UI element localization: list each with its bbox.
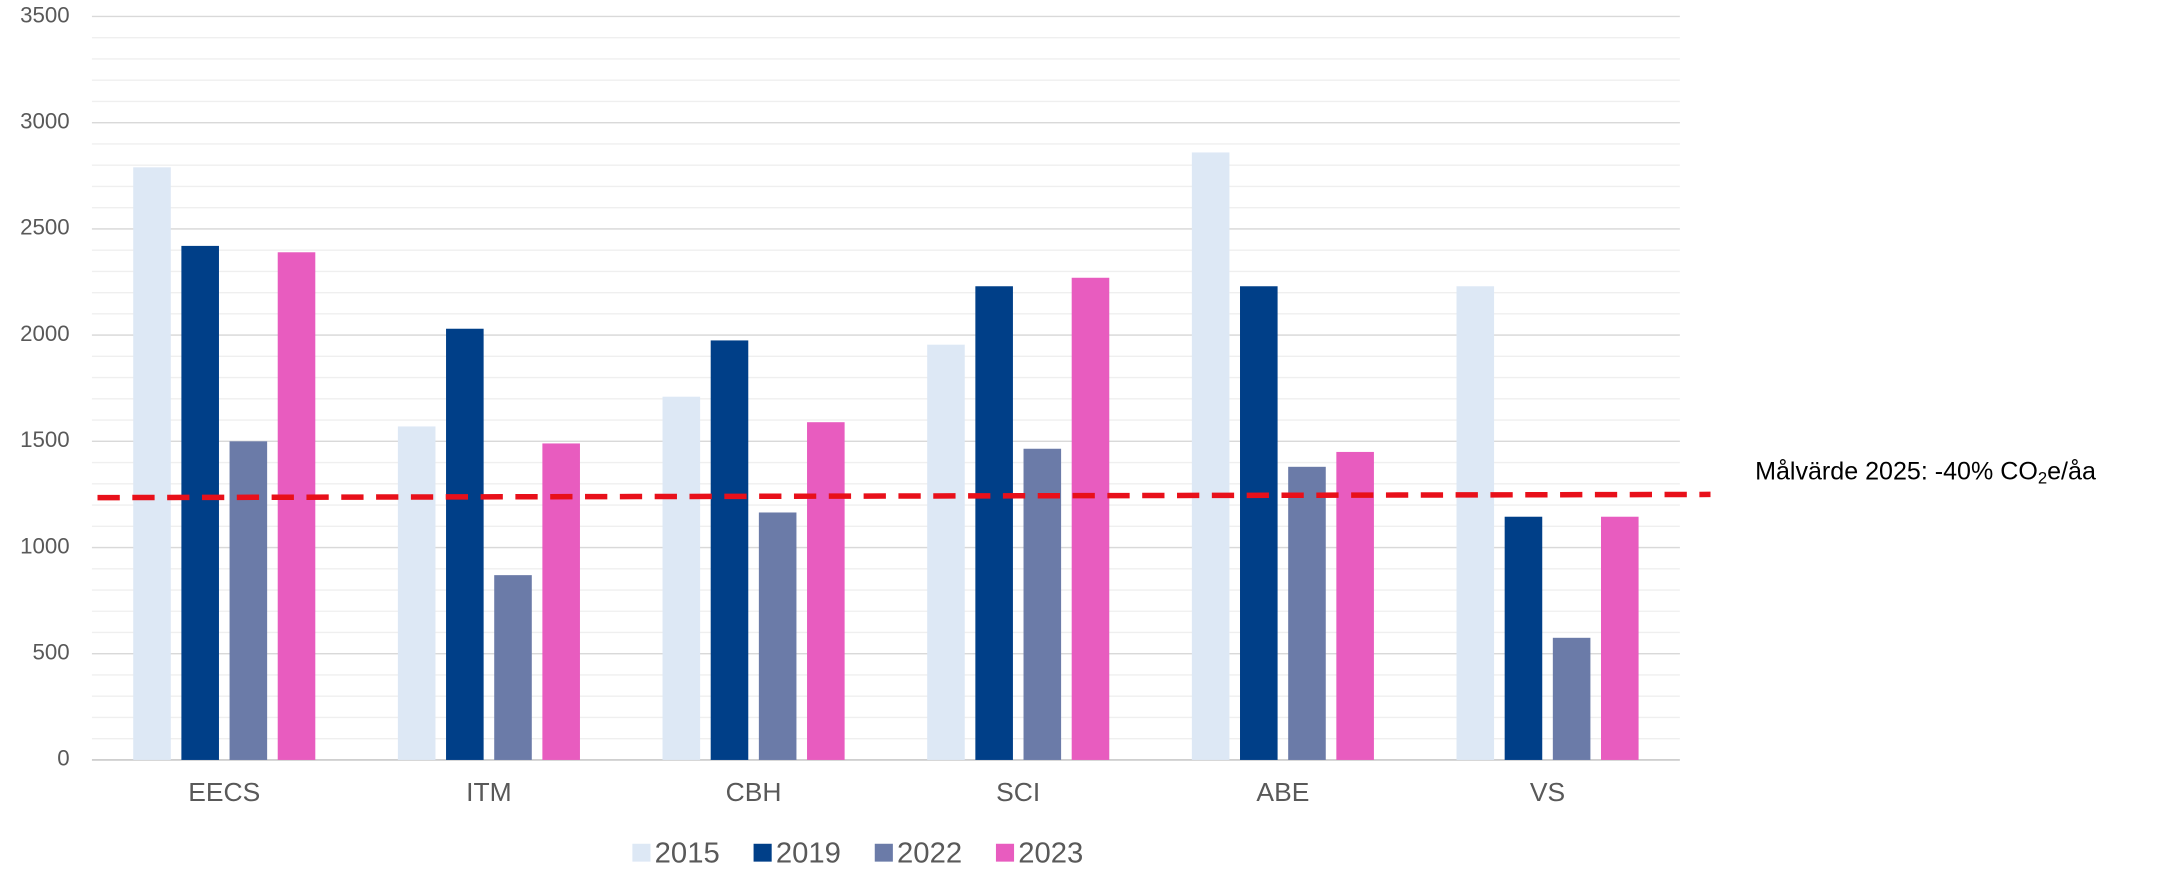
x-tick-label: CBH [726,777,782,807]
bar [807,422,845,760]
x-tick-label: ITM [466,777,512,807]
bar [494,575,532,760]
bar [229,441,268,760]
bar [927,344,965,760]
x-tick-label: VS [1530,777,1565,807]
legend-label: 2019 [776,838,841,870]
y-tick-label: 500 [32,640,69,665]
y-tick-label: 2000 [20,321,70,346]
y-tick-label: 3500 [20,2,70,27]
annotation-part: Målvärde 2025: -40% CO [1755,457,2038,485]
legend-swatch [874,843,893,862]
bar [1288,466,1326,760]
bar [133,167,171,760]
bar [181,245,219,760]
x-tick-label: EECS [188,777,260,807]
target-line [97,491,1711,501]
y-tick-label: 1500 [20,427,70,452]
bar [975,286,1013,760]
bar [397,426,436,760]
legend-swatch [753,843,772,862]
bar [277,252,316,760]
legend-label: 2023 [1018,838,1083,870]
bar [1071,277,1110,760]
bar [542,443,580,760]
y-tick-label: 3000 [20,109,70,134]
bar [1191,152,1230,760]
bar [1456,286,1495,760]
y-tick-label: 1000 [20,533,70,558]
annotation-part: e/åa [2047,457,2096,485]
bar [1336,451,1374,760]
bar [662,396,701,760]
bar [1552,637,1591,760]
annotation-part: 2 [2038,469,2047,488]
bar [758,512,797,760]
y-tick-label: 2500 [20,215,70,240]
legend-swatch [995,843,1015,862]
x-tick-label: SCI [996,777,1040,807]
bar [1240,286,1278,760]
legend-label: 2022 [897,838,962,870]
legend-swatch [632,843,651,862]
bar [1023,448,1062,760]
legend-label: 2015 [655,838,720,870]
bar [446,328,484,760]
annotation: Målvärde 2025: -40% CO2e/åa [1755,457,2096,488]
bar [1504,516,1543,760]
bar [1601,516,1639,760]
x-tick-label: ABE [1256,777,1309,807]
bar [710,340,749,760]
y-tick-label: 0 [57,746,69,771]
